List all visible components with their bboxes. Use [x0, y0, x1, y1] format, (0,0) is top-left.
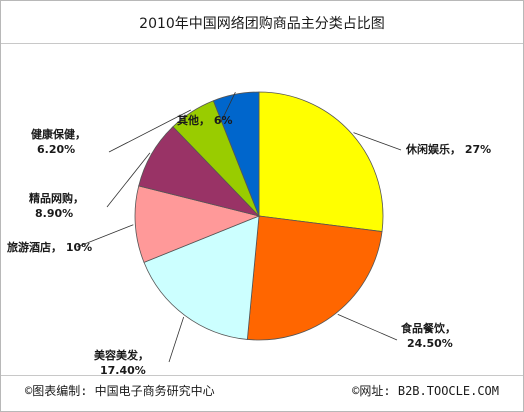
website-credit: ©网址: B2B.TOOCLE.COM — [352, 384, 499, 398]
slice-value-3: 17.40% — [100, 364, 146, 374]
footer-divider — [1, 375, 523, 376]
slice-label-2: 食品餐饮， — [401, 321, 456, 335]
leader-line-4 — [76, 224, 134, 248]
slice-label-4: 旅游酒店， 10% — [7, 240, 92, 254]
leader-line-1 — [353, 132, 402, 151]
chart-title: 2010年中国网络团购商品主分类占比图 — [139, 16, 385, 32]
slice-value-2: 24.50% — [407, 337, 453, 350]
title-divider — [1, 43, 523, 44]
slice-label-3: 美容美发， — [94, 348, 149, 362]
leader-line-5 — [106, 152, 151, 208]
pie-slice-2 — [246, 215, 383, 341]
slice-value-6: 6.20% — [37, 143, 75, 156]
pie-chart: 休闲娱乐， 27% 食品餐饮， 24.50% 美容美发， 17.40% 旅游酒店， 10%… — [7, 91, 491, 374]
pie-slice-4 — [134, 185, 261, 263]
slice-label-7: 其他， 6% — [177, 113, 233, 127]
leader-line-3 — [168, 316, 185, 363]
pie-slice-7 — [212, 91, 260, 217]
slice-label-6: 健康保健， — [31, 127, 86, 141]
chart-credit: ©图表编制: 中国电子商务研究中心 — [25, 384, 215, 398]
slice-label-1: 休闲娱乐， 27% — [405, 142, 491, 156]
slice-label-5: 精品网购， — [29, 191, 84, 205]
pie-slices — [134, 91, 384, 341]
slice-value-5: 8.90% — [35, 207, 73, 220]
slice-labels: 休闲娱乐， 27% 食品餐饮， 24.50% 美容美发， 17.40% 旅游酒店， 10%… — [7, 113, 491, 374]
pie-slice-3 — [143, 215, 260, 340]
leader-lines — [76, 92, 402, 363]
leader-line-6 — [108, 109, 192, 153]
leader-line-2 — [337, 313, 398, 341]
pie-slice-1 — [258, 91, 384, 232]
leader-line-7 — [220, 92, 236, 123]
